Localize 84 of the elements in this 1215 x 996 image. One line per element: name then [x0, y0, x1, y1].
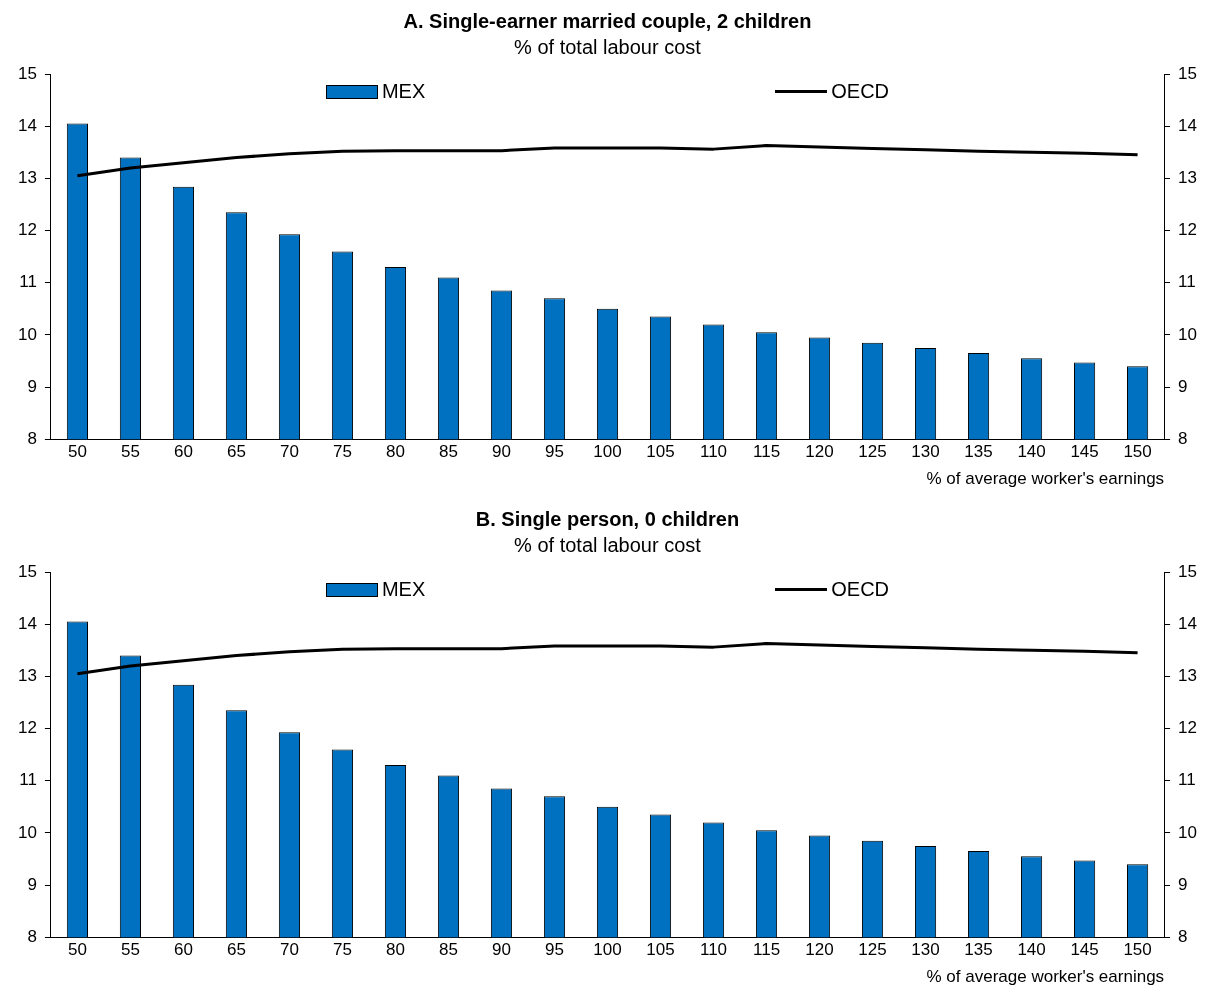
- y-tick-label: 13: [17, 168, 37, 188]
- x-tick-label: 60: [173, 940, 193, 960]
- x-tick-label: 75: [333, 442, 352, 462]
- x-tick-label: 105: [646, 442, 675, 462]
- y-tick-label: 9: [27, 874, 37, 894]
- chart-subtitle: % of total labour cost: [514, 533, 702, 556]
- x-tick-label: 80: [386, 442, 405, 462]
- y2-tick-label: 13: [1178, 168, 1198, 188]
- x-tick-label: 60: [173, 442, 193, 462]
- y-tick-label: 8: [27, 428, 37, 448]
- x-tick-label: 100: [593, 442, 622, 462]
- x-tick-label: 70: [279, 940, 299, 960]
- x-tick-label: 50: [67, 940, 87, 960]
- x-tick-label: 130: [911, 940, 940, 960]
- x-tick-label: 115: [752, 442, 781, 462]
- y2-tick-label: 11: [1178, 272, 1196, 292]
- y2-tick-label: 14: [1178, 613, 1198, 633]
- y2-tick-label: 11: [1178, 770, 1196, 790]
- x-tick-label: 140: [1017, 940, 1046, 960]
- y2-tick-label: 12: [1178, 718, 1198, 738]
- x-tick-label: 145: [1070, 442, 1099, 462]
- x-tick-label: 125: [858, 940, 887, 960]
- x-tick-label: 55: [120, 442, 140, 462]
- x-tick-label: 110: [699, 940, 728, 960]
- x-tick-label: 65: [226, 442, 246, 462]
- x-tick-label: 115: [752, 940, 781, 960]
- chart-title: A. Single-earner married couple, 2 children: [403, 9, 812, 32]
- y-tick-label: 15: [17, 63, 37, 83]
- legend-label: MEX: [380, 80, 426, 103]
- x-tick-label: 135: [964, 940, 993, 960]
- y-tick-label: 14: [17, 613, 37, 633]
- y2-tick-label: 12: [1178, 220, 1198, 240]
- x-tick-label: 85: [439, 940, 458, 960]
- x-tick-label: 90: [492, 442, 511, 462]
- x-tick-label: 95: [545, 940, 564, 960]
- y-tick-label: 14: [17, 115, 37, 135]
- y-tick-label: 10: [17, 324, 37, 344]
- legend-label: OECD: [830, 578, 890, 601]
- x-tick-label: 125: [858, 442, 887, 462]
- y-tick-label: 12: [17, 220, 37, 240]
- x-tick-label: 70: [279, 442, 299, 462]
- y2-tick-label: 8: [1178, 428, 1188, 448]
- legend-label: MEX: [380, 578, 426, 601]
- legend-label: OECD: [830, 80, 890, 103]
- x-axis-title: % of average worker's earnings: [926, 469, 1165, 489]
- x-tick-label: 150: [1123, 940, 1152, 960]
- y2-tick-label: 13: [1178, 666, 1198, 686]
- x-tick-label: 90: [492, 940, 511, 960]
- chart-title: B. Single person, 0 children: [475, 507, 740, 530]
- y2-tick-label: 15: [1178, 561, 1198, 581]
- y2-tick-label: 8: [1178, 926, 1188, 946]
- y2-tick-label: 10: [1178, 324, 1198, 344]
- x-tick-label: 55: [120, 940, 140, 960]
- x-axis-title: % of average worker's earnings: [926, 967, 1165, 987]
- x-tick-label: 120: [805, 940, 834, 960]
- y-tick-label: 13: [17, 666, 37, 686]
- y2-tick-label: 9: [1178, 874, 1188, 894]
- y-tick-label: 12: [17, 718, 37, 738]
- x-tick-label: 95: [545, 442, 564, 462]
- x-tick-label: 65: [226, 940, 246, 960]
- x-tick-label: 110: [699, 442, 728, 462]
- y-tick-label: 11: [19, 770, 37, 790]
- chart-subtitle: % of total labour cost: [514, 35, 702, 58]
- y2-tick-label: 9: [1178, 376, 1188, 396]
- x-tick-label: 140: [1017, 442, 1046, 462]
- x-tick-label: 100: [593, 940, 622, 960]
- y-tick-label: 10: [17, 822, 37, 842]
- y2-tick-label: 15: [1178, 63, 1198, 83]
- x-tick-label: 145: [1070, 940, 1099, 960]
- y2-tick-label: 14: [1178, 115, 1198, 135]
- x-tick-label: 150: [1123, 442, 1152, 462]
- y2-tick-label: 10: [1178, 822, 1198, 842]
- y-tick-label: 11: [19, 272, 37, 292]
- y-tick-label: 8: [27, 926, 37, 946]
- x-tick-label: 50: [67, 442, 87, 462]
- x-tick-label: 135: [964, 442, 993, 462]
- x-tick-label: 105: [646, 940, 675, 960]
- y-tick-label: 9: [27, 376, 37, 396]
- x-tick-label: 80: [386, 940, 405, 960]
- x-tick-label: 120: [805, 442, 834, 462]
- y-tick-label: 15: [17, 561, 37, 581]
- x-tick-label: 85: [439, 442, 458, 462]
- x-tick-label: 130: [911, 442, 940, 462]
- x-tick-label: 75: [333, 940, 352, 960]
